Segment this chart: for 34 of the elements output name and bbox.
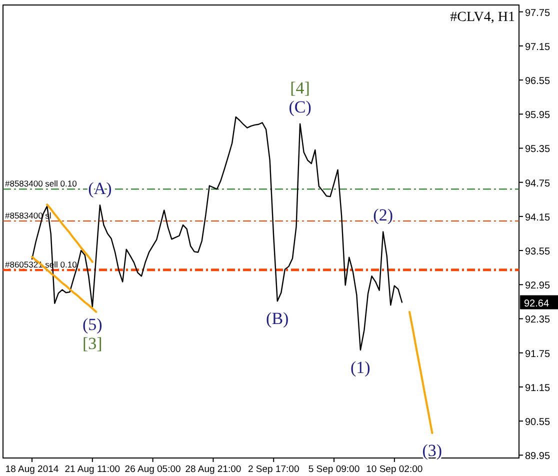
y-tick-label: 91.15 [525, 382, 550, 394]
annotation: (2) [373, 206, 394, 225]
annotation: [3] [82, 334, 102, 353]
annotation: (3) [422, 440, 442, 460]
ref-line-label: #8583400 sell 0.10 [5, 178, 78, 189]
line-series [408, 310, 434, 434]
y-tick-label: 90.55 [525, 417, 550, 428]
annotation: [4] [290, 78, 310, 98]
y-tick-label: 89.95 [525, 451, 550, 462]
x-tick-label: 21 Aug 11:00 [64, 464, 120, 475]
text: 92.64 [524, 298, 550, 310]
y-tick-label: 94.75 [525, 178, 550, 190]
annotation: (5) [82, 314, 102, 334]
y-tick-label: 95.35 [525, 144, 550, 156]
y-tick-label: 92.35 [525, 314, 550, 326]
y-tick-label: 92.95 [525, 280, 550, 292]
x-tick-label: 26 Aug 05:00 [124, 464, 181, 475]
annotation: (1) [350, 358, 370, 377]
x-tick-label: 5 Sep 09:00 [308, 464, 360, 475]
annotation: (C) [288, 98, 312, 117]
y-tick-label: 94.15 [525, 212, 550, 224]
line-series [46, 204, 94, 263]
x-tick-label: 10 Sep 02:00 [366, 464, 423, 475]
y-tick-label: 97.75 [525, 8, 550, 19]
annotation: (B) [266, 309, 289, 328]
y-tick-label: 93.55 [525, 246, 550, 258]
y-tick-label: 91.75 [525, 348, 550, 360]
y-tick-label: 97.15 [525, 42, 550, 53]
chart-title: #CLV4, H1 [450, 10, 515, 25]
x-tick-label: 2 Sep 17:00 [248, 464, 300, 475]
x-tick-label: 28 Aug 21:00 [185, 464, 242, 475]
y-tick-label: 96.55 [525, 76, 550, 88]
y-tick-label: 95.95 [525, 110, 550, 122]
x-tick-label: 18 Aug 2014 [5, 464, 59, 475]
